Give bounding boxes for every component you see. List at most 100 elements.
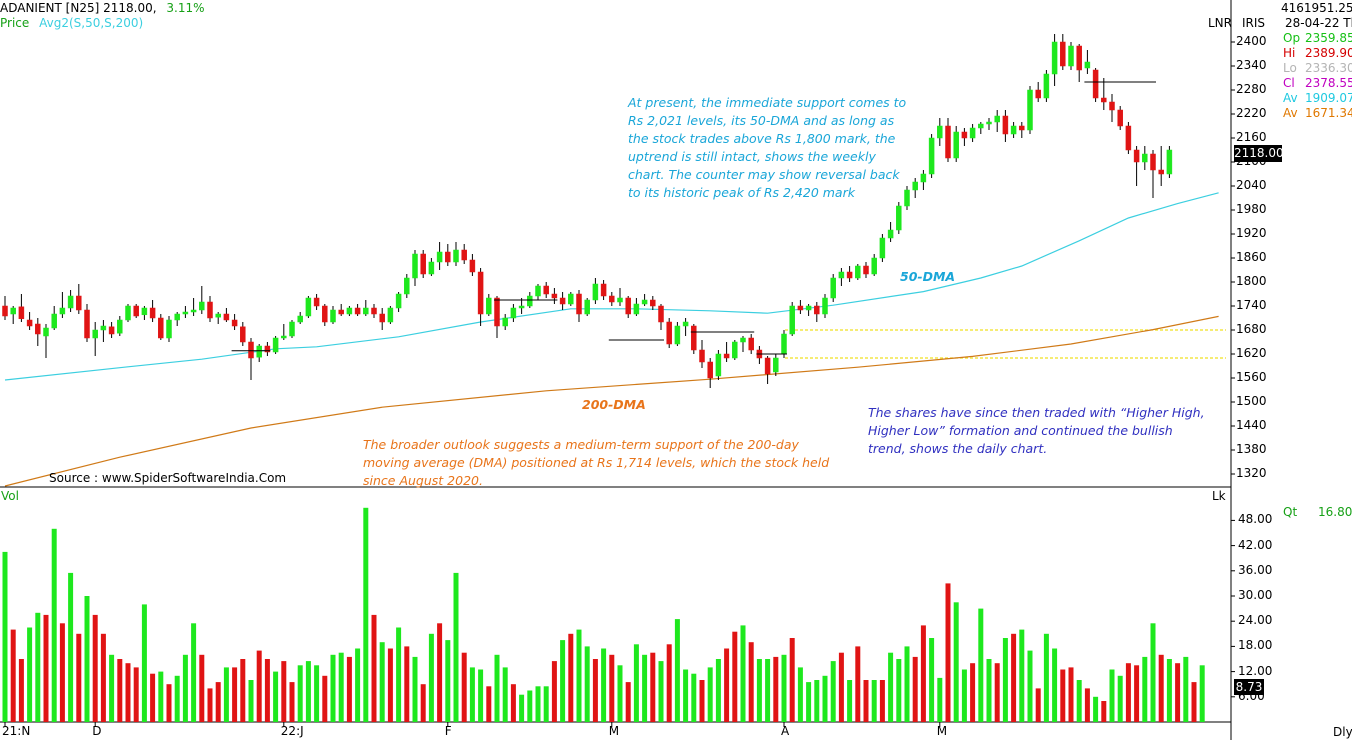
candle-body [592,283,599,301]
candle-body [510,307,517,319]
candle-body [887,229,894,239]
volume-bar [1076,680,1082,722]
candle-body [231,319,238,327]
ohlc-row: Cl 2378.55 [1283,76,1352,90]
candle-body [305,297,312,317]
ohlc-row-label: Op [1283,31,1301,45]
candle-body [879,237,886,259]
volume-bar [691,673,697,722]
price-tick-label: 1620 [1236,346,1267,360]
last-price: 2118.00, [103,1,157,15]
volume-bar [674,619,680,722]
candle-body [904,189,910,207]
volume-bar [43,614,49,722]
candle-body [125,305,131,321]
volume-bar [1166,659,1172,722]
volume-bar [469,667,475,722]
volume-total: 4161951.25 [1281,1,1352,15]
candle-body [26,319,33,327]
candle-body [789,305,795,335]
volume-bar [10,629,16,722]
volume-bar [1052,648,1058,722]
price-tick-label: 1860 [1236,250,1267,264]
price-tick-label: 2040 [1236,178,1267,192]
volume-bar [568,633,574,722]
candle-body [412,253,418,279]
price-tick-label: 1500 [1236,394,1267,408]
ohlc-row-label: Cl [1283,76,1295,90]
candle-body [1002,115,1009,135]
volume-bar [322,675,328,722]
volume-bar [1019,629,1025,722]
candle-body [1076,45,1082,71]
time-tick-label: M [608,724,620,738]
volume-bar [387,648,393,722]
price-tick-label: 1980 [1236,202,1267,216]
ohlc-row-value: 1671.34 [1305,106,1352,120]
candle-body [477,271,484,315]
candle-body [830,277,836,299]
bar-date: 28-04-22 Th [1285,16,1352,30]
volume-bar [355,648,361,722]
volume-bar [51,528,57,722]
annotation-line: At present, the immediate support comes … [628,95,907,110]
symbol-label: ADANIENT [N25] [0,1,100,15]
volume-bar [1175,663,1181,722]
ohlc-row-value: 2378.55 [1305,76,1352,90]
volume-bar [437,623,443,722]
volume-bar [35,612,41,722]
dma50-label: 50-DMA [900,269,956,284]
candle-body [871,257,877,275]
volume-bar [617,665,623,722]
volume-bar [978,608,984,722]
volume-bar [1002,638,1008,722]
volume-bar [371,614,377,722]
volume-bar [412,656,418,722]
volume-bar [486,686,492,722]
candle-body [297,315,303,323]
volume-bar [822,675,828,722]
chart-header: ADANIENT [N25] 2118.00, 3.11% [0,1,205,15]
volume-bar [970,663,976,722]
current-volume-tag: 8.73 [1234,679,1264,695]
candle-body [912,181,918,191]
volume-bar [896,659,902,722]
candle-body [781,333,787,355]
candle-body [272,337,279,353]
volume-bar [642,654,648,722]
dma200-label: 200-DMA [582,397,646,412]
ohlc-row: Hi 2389.90 [1283,46,1352,60]
volume-bar [428,633,434,722]
candle-body [617,297,623,303]
volume-bar [445,640,451,722]
volume-bar [264,659,270,722]
volume-bar [281,661,287,722]
time-tick-label: D [92,724,102,738]
volume-bar [100,633,106,722]
candle-body [117,319,123,334]
volume-bar [937,677,943,722]
annotation-line: uptrend is still intact, shows the weekl… [628,149,876,164]
volume-bar [478,669,484,722]
volume-bar [732,631,738,722]
ohlc-row-value: 2336.30 [1305,61,1352,75]
candle-body [1142,153,1148,163]
candle-body [1068,45,1074,67]
volume-bar [1035,688,1041,722]
volume-bar [871,680,877,722]
candle-body [1027,89,1033,131]
volume-tick-label: 18.00 [1238,638,1273,653]
volume-label: Vol [1,489,19,503]
qt-label: Qt [1283,505,1298,519]
volume-bar [240,659,246,722]
candle-body [937,125,943,139]
volume-bar [330,654,336,722]
volume-bar [625,682,631,722]
volume-bar [1158,654,1164,722]
candle-body [1125,125,1132,151]
volume-bar [174,675,180,722]
volume-bar [141,604,147,722]
volume-bar [59,623,65,722]
volume-bar [592,659,598,722]
volume-bar [527,690,533,722]
